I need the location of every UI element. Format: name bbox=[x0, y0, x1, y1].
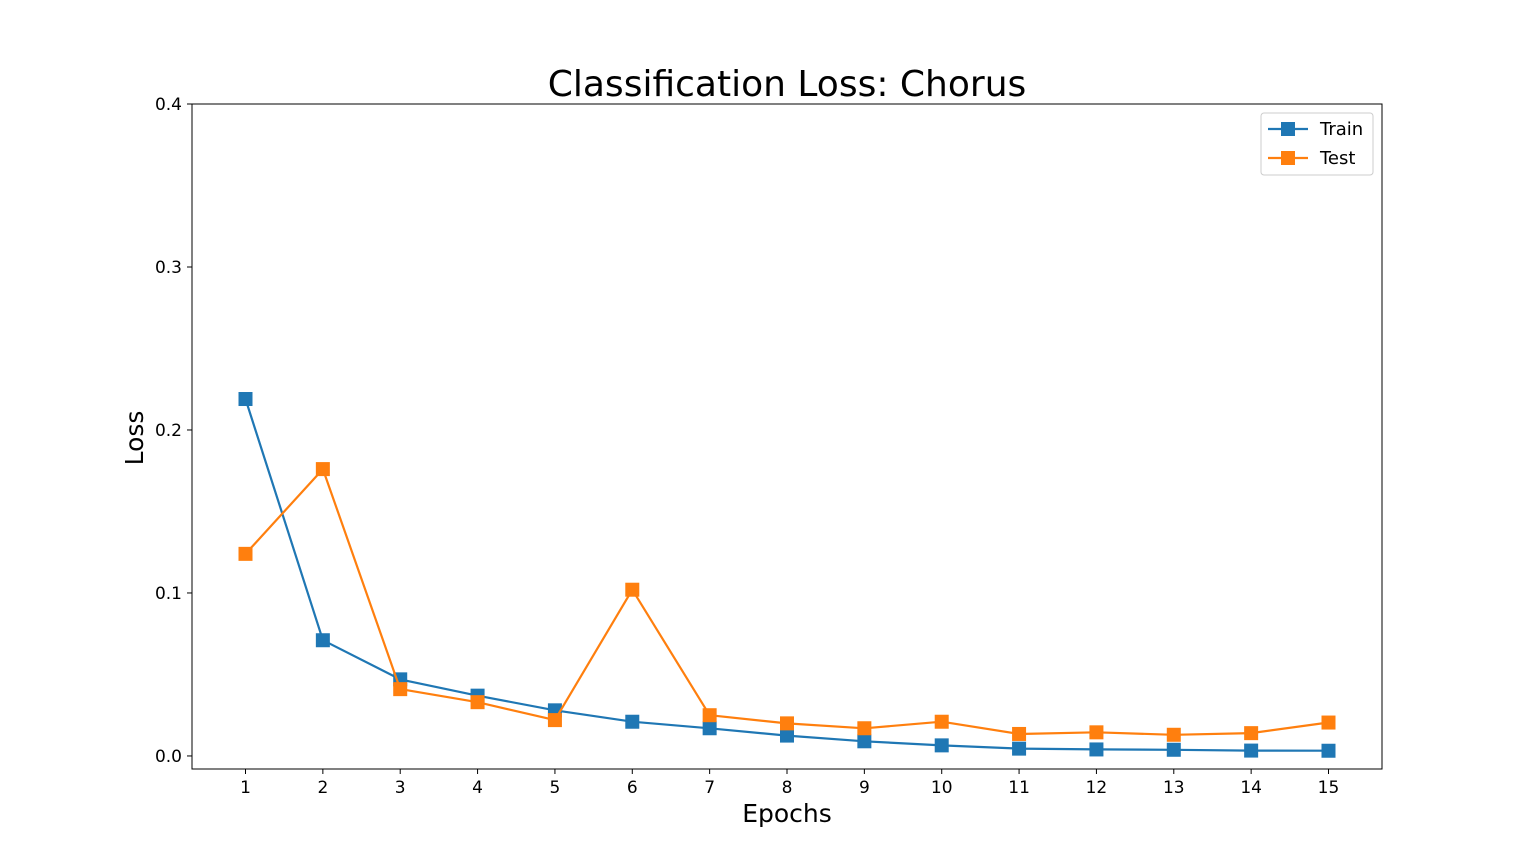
data-point-test bbox=[702, 708, 717, 723]
x-axis-label: Epochs bbox=[742, 799, 832, 828]
series-train bbox=[238, 392, 1336, 758]
data-point-test bbox=[238, 546, 253, 561]
y-tick-label: 0.2 bbox=[155, 421, 182, 441]
data-point-train bbox=[1012, 741, 1027, 756]
x-tick-label: 14 bbox=[1240, 778, 1262, 798]
data-point-train bbox=[1321, 743, 1336, 758]
data-point-train bbox=[934, 738, 949, 753]
data-point-test bbox=[470, 695, 485, 710]
y-tick-label: 0.0 bbox=[155, 747, 182, 767]
series-line-test bbox=[244, 468, 1329, 736]
data-point-train bbox=[625, 714, 640, 729]
legend-label: Test bbox=[1319, 148, 1355, 169]
data-point-test bbox=[315, 462, 330, 477]
data-point-train bbox=[1244, 743, 1259, 758]
x-axis: 1 2 3 4 5 6 7 8 9 10 11 12 13 14 15 bbox=[240, 769, 1339, 798]
data-point-train bbox=[702, 721, 717, 736]
x-tick-label: 7 bbox=[704, 778, 715, 798]
legend-item-test: Test bbox=[1268, 148, 1355, 169]
y-axis-label: Loss bbox=[120, 411, 149, 466]
data-point-test bbox=[934, 714, 949, 729]
y-tick-label: 0.1 bbox=[155, 584, 182, 604]
x-tick-label: 4 bbox=[472, 778, 483, 798]
data-point-test bbox=[1012, 726, 1027, 741]
data-point-test bbox=[1166, 727, 1181, 742]
data-point-test bbox=[780, 716, 794, 731]
x-tick-label: 11 bbox=[1008, 778, 1030, 798]
x-tick-label: 13 bbox=[1163, 778, 1185, 798]
series-line-train bbox=[244, 398, 1329, 752]
plot-frame bbox=[191, 103, 1383, 770]
data-point-test bbox=[857, 721, 872, 736]
y-tick-label: 0.4 bbox=[155, 95, 182, 115]
x-tick-label: 10 bbox=[931, 778, 953, 798]
data-point-test bbox=[1089, 725, 1104, 740]
legend-marker bbox=[1281, 151, 1295, 165]
data-point-test bbox=[393, 682, 408, 697]
data-point-train bbox=[1089, 742, 1104, 757]
data-point-train bbox=[857, 734, 872, 749]
y-tick-label: 0.3 bbox=[155, 258, 182, 278]
data-point-test bbox=[547, 713, 562, 728]
x-tick-label: 1 bbox=[240, 778, 251, 798]
chart-title: Classification Loss: Chorus bbox=[548, 64, 1027, 105]
data-point-train bbox=[238, 392, 253, 407]
series-test bbox=[238, 462, 1336, 742]
x-tick-label: 15 bbox=[1318, 778, 1340, 798]
data-point-test bbox=[625, 582, 640, 597]
series-layer bbox=[238, 392, 1336, 758]
legend-label: Train bbox=[1319, 119, 1363, 140]
x-tick-label: 6 bbox=[627, 778, 638, 798]
x-tick-label: 8 bbox=[782, 778, 793, 798]
data-point-train bbox=[315, 633, 330, 648]
data-point-test bbox=[1244, 726, 1259, 741]
data-point-train bbox=[1166, 742, 1181, 757]
data-point-test bbox=[1321, 715, 1336, 730]
x-tick-label: 5 bbox=[550, 778, 561, 798]
legend-marker bbox=[1281, 122, 1295, 136]
x-tick-label: 2 bbox=[317, 778, 328, 798]
x-tick-label: 12 bbox=[1086, 778, 1108, 798]
x-tick-label: 9 bbox=[859, 778, 870, 798]
legend-item-train: Train bbox=[1268, 119, 1363, 140]
x-tick-label: 3 bbox=[395, 778, 406, 798]
y-axis: 0.0 0.1 0.2 0.3 0.4 bbox=[155, 95, 192, 767]
data-point-train bbox=[780, 728, 794, 743]
legend: Train Test bbox=[1260, 112, 1374, 176]
